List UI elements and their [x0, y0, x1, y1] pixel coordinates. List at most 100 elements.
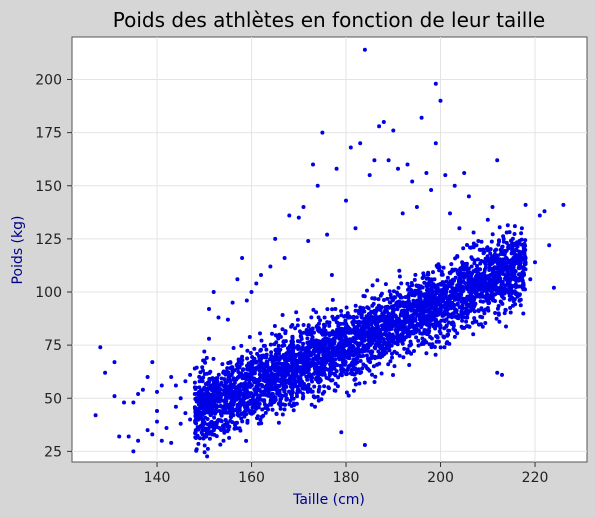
data-point	[387, 289, 392, 294]
data-point	[276, 343, 281, 348]
data-point	[159, 383, 164, 388]
data-point	[517, 249, 522, 254]
data-point	[386, 158, 391, 163]
data-point	[376, 297, 381, 302]
data-point	[485, 256, 490, 261]
data-point	[462, 267, 467, 272]
data-point	[414, 327, 419, 332]
data-point	[311, 307, 316, 312]
data-point	[230, 365, 234, 370]
data-point	[464, 261, 469, 266]
data-point	[332, 348, 337, 353]
data-point	[487, 295, 492, 300]
data-point	[227, 406, 232, 411]
data-point	[497, 264, 502, 269]
data-point	[434, 313, 439, 318]
data-point	[277, 332, 282, 337]
data-point	[239, 402, 244, 407]
data-point	[329, 273, 334, 277]
data-point	[439, 269, 444, 274]
data-point	[298, 377, 303, 382]
data-point	[452, 183, 457, 188]
data-point	[223, 372, 228, 377]
data-point	[379, 371, 384, 376]
data-point	[235, 412, 240, 417]
data-point	[348, 145, 353, 150]
data-point	[423, 308, 428, 313]
data-point	[245, 367, 249, 372]
data-point	[369, 349, 374, 354]
data-point	[335, 314, 340, 319]
data-point	[400, 211, 405, 216]
data-point	[407, 285, 412, 289]
data-point	[155, 409, 159, 413]
data-point	[397, 268, 402, 273]
data-point	[369, 356, 374, 361]
data-point	[465, 312, 470, 316]
data-point	[312, 371, 317, 376]
data-point	[487, 266, 492, 271]
data-point	[200, 365, 205, 370]
data-point	[521, 283, 526, 288]
data-point	[314, 310, 319, 315]
data-point	[432, 345, 437, 349]
data-point	[169, 440, 174, 445]
data-point	[551, 285, 556, 290]
data-point	[490, 205, 495, 209]
data-point	[325, 307, 330, 312]
data-point	[459, 310, 464, 315]
data-point	[342, 348, 347, 353]
data-point	[391, 289, 396, 294]
data-point	[466, 194, 471, 199]
data-point	[308, 373, 313, 378]
data-point	[231, 382, 236, 387]
data-point	[448, 211, 452, 216]
data-point	[561, 202, 566, 207]
y-tick-label: 75	[44, 338, 62, 354]
data-point	[203, 415, 208, 420]
data-point	[261, 372, 266, 377]
data-point	[400, 340, 405, 345]
data-point	[287, 402, 292, 407]
data-point	[397, 353, 402, 358]
data-point	[215, 425, 220, 430]
data-point	[457, 226, 462, 231]
data-point	[376, 315, 381, 320]
data-point	[243, 387, 248, 392]
data-point	[219, 411, 224, 416]
data-point	[310, 337, 315, 342]
data-point	[98, 345, 103, 350]
data-point	[239, 397, 244, 402]
data-point	[438, 98, 443, 103]
data-point	[325, 320, 330, 325]
data-point	[376, 349, 381, 354]
data-point	[369, 322, 374, 327]
data-point	[515, 244, 520, 249]
data-point	[453, 307, 457, 312]
data-point	[388, 314, 393, 319]
data-point	[306, 239, 311, 243]
data-point	[207, 336, 211, 341]
data-point	[443, 173, 448, 178]
data-point	[522, 252, 527, 257]
data-point	[458, 285, 463, 290]
data-point	[267, 378, 272, 383]
data-point	[150, 360, 155, 365]
data-point	[213, 382, 218, 387]
data-point	[414, 205, 419, 209]
data-point	[347, 328, 352, 333]
data-point	[362, 380, 367, 385]
data-point	[326, 347, 331, 352]
data-point	[443, 304, 448, 309]
data-point	[346, 343, 351, 348]
data-point	[528, 277, 533, 282]
data-point	[312, 344, 317, 349]
data-point	[399, 301, 403, 306]
data-point	[306, 324, 311, 329]
data-point	[444, 289, 449, 294]
data-point	[291, 408, 296, 413]
data-point	[523, 238, 528, 243]
data-point	[204, 426, 209, 431]
data-point	[197, 385, 202, 390]
